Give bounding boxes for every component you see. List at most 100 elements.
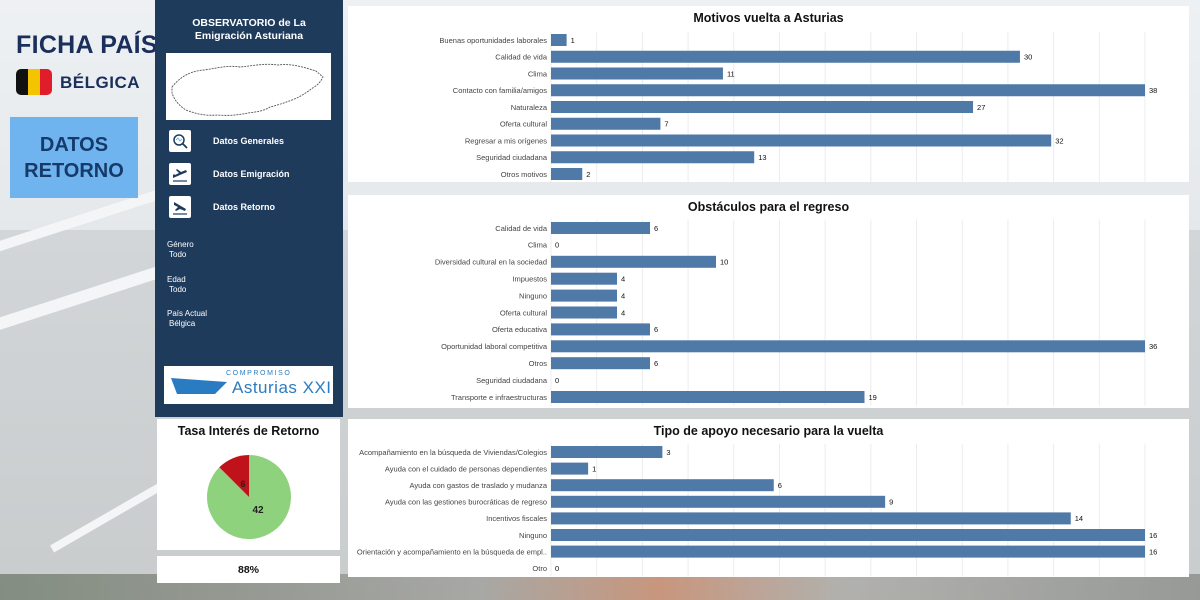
filter-label: Género — [167, 240, 194, 249]
bar[interactable] — [551, 134, 1052, 147]
search-map-icon — [169, 130, 191, 152]
page-title: FICHA PAÍS — [16, 31, 158, 59]
bar[interactable] — [551, 446, 663, 458]
value-label: 0 — [555, 376, 559, 385]
value-label: 2 — [586, 170, 590, 179]
bar[interactable] — [551, 323, 650, 336]
filter-label: Edad — [167, 275, 186, 284]
logo-main-text: Asturias XXI — [232, 378, 332, 397]
filter-value: Todo — [169, 250, 187, 259]
filter-genero[interactable]: Género Todo — [167, 240, 194, 260]
bar[interactable] — [551, 222, 650, 234]
category-label: Otro — [532, 564, 547, 573]
chart-motivos-svg: Buenas oportunidades laborales 1 Calidad d… — [439, 31, 1157, 182]
bar[interactable] — [551, 34, 567, 46]
category-label: Clima — [528, 69, 548, 78]
value-label: 6 — [778, 481, 782, 490]
nav-item-datos-retorno[interactable]: Datos Retorno — [169, 196, 339, 218]
value-label: 38 — [1149, 86, 1157, 95]
bar[interactable] — [551, 545, 1145, 558]
chart-title: Obstáculos para el regreso — [687, 200, 850, 214]
bar[interactable] — [551, 272, 617, 285]
category-label: Ayuda con gastos de traslado y mudanza — [410, 481, 548, 490]
pie-label-yes: 42 — [252, 505, 264, 516]
bar[interactable] — [551, 306, 617, 319]
value-label: 11 — [727, 69, 735, 78]
category-label: Naturaleza — [511, 103, 548, 112]
bar[interactable] — [551, 168, 583, 180]
category-label: Otros — [529, 359, 548, 368]
value-label: 14 — [1075, 514, 1083, 523]
bar[interactable] — [551, 117, 661, 130]
section-badge-line2: RETORNO — [24, 159, 124, 182]
nav-item-datos-emigracion[interactable]: Datos Emigración — [169, 163, 339, 185]
value-label: 16 — [1149, 531, 1157, 540]
bar[interactable] — [551, 289, 617, 302]
chart-tipo-apoyo-svg: Acompañamiento en la búsqueda de Viviend… — [357, 443, 1157, 577]
category-label: Ninguno — [519, 291, 547, 300]
category-label: Seguridad ciudadana — [476, 376, 548, 385]
bar[interactable] — [551, 357, 650, 370]
filter-edad[interactable]: Edad Todo — [167, 275, 186, 295]
value-label: 7 — [664, 120, 668, 129]
filter-value: Todo — [169, 285, 187, 294]
value-label: 0 — [555, 241, 559, 250]
category-label: Calidad de vida — [495, 224, 548, 233]
category-label: Oportunidad laboral competitiva — [441, 342, 548, 351]
category-label: Otros motivos — [501, 170, 548, 179]
value-label: 4 — [621, 275, 625, 284]
bar[interactable] — [551, 495, 886, 508]
return-rate-pie: 42 6 — [207, 455, 291, 539]
bar[interactable] — [551, 67, 723, 80]
bar[interactable] — [551, 101, 974, 113]
bar[interactable] — [551, 529, 1145, 541]
bar[interactable] — [551, 50, 1020, 63]
chart-obstaculos-svg: Calidad de vida 6 Clima 0 Diversidad cultura… — [435, 219, 1157, 406]
observatory-title: OBSERVATORIO de La Emigración Asturiana — [155, 17, 343, 43]
value-label: 32 — [1055, 136, 1063, 145]
filter-pais-actual[interactable]: País Actual Bélgica — [167, 309, 207, 329]
chart-obstaculos: Calidad de vida 6 Clima 0 Diversidad cultura… — [348, 195, 1189, 408]
category-label: Acompañamiento en la búsqueda de Viviend… — [359, 448, 547, 457]
category-label: Orientación y acompañamiento en la búsqu… — [357, 547, 547, 556]
category-label: Buenas oportunidades laborales — [439, 36, 547, 45]
category-label: Ninguno — [519, 531, 547, 540]
return-rate-title: Tasa Interés de Retorno — [177, 424, 320, 438]
bar[interactable] — [551, 391, 865, 403]
chart-tipo-apoyo: Acompañamiento en la búsqueda de Viviend… — [348, 419, 1189, 577]
category-label: Seguridad ciudadana — [476, 153, 548, 162]
nav-item-datos-generales[interactable]: Datos Generales — [169, 130, 339, 152]
filter-value: Bélgica — [169, 319, 196, 328]
value-label: 36 — [1149, 342, 1157, 351]
category-label: Oferta cultural — [500, 308, 547, 317]
category-label: Ayuda con el cuidado de personas dependi… — [385, 464, 547, 473]
value-label: 6 — [654, 359, 658, 368]
bar[interactable] — [551, 84, 1145, 97]
bar[interactable] — [551, 462, 589, 475]
bar[interactable] — [551, 512, 1071, 525]
value-label: 9 — [889, 498, 893, 507]
category-label: Clima — [528, 241, 548, 250]
chart-motivos: Buenas oportunidades laborales 1 Calidad d… — [348, 6, 1189, 182]
value-label: 1 — [571, 36, 575, 45]
return-rate-percent: 88% — [157, 556, 340, 583]
category-label: Transporte e infraestructuras — [451, 393, 547, 402]
value-label: 13 — [758, 153, 766, 162]
value-label: 3 — [666, 448, 670, 457]
value-label: 4 — [621, 308, 625, 317]
nav-item-label: Datos Generales — [213, 136, 285, 146]
logo-top-text: COMPROMISO — [226, 370, 292, 377]
compromiso-asturias-logo: COMPROMISO Asturias XXI — [164, 366, 333, 404]
chart-title: Motivos vuelta a Asturias — [693, 11, 844, 25]
pie-slice-no[interactable] — [219, 455, 249, 497]
filter-label: País Actual — [167, 309, 208, 318]
bar[interactable] — [551, 151, 755, 164]
bar[interactable] — [551, 340, 1145, 353]
bar[interactable] — [551, 479, 774, 492]
category-label: Calidad de vida — [495, 53, 548, 62]
return-rate-panel: Tasa Interés de Retorno 42 6 — [157, 419, 340, 550]
observatory-title-line2: Emigración Asturiana — [194, 30, 304, 42]
bar[interactable] — [551, 255, 716, 268]
plane-arrival-icon — [169, 196, 191, 218]
category-label: Regresar a mis orígenes — [465, 136, 547, 145]
